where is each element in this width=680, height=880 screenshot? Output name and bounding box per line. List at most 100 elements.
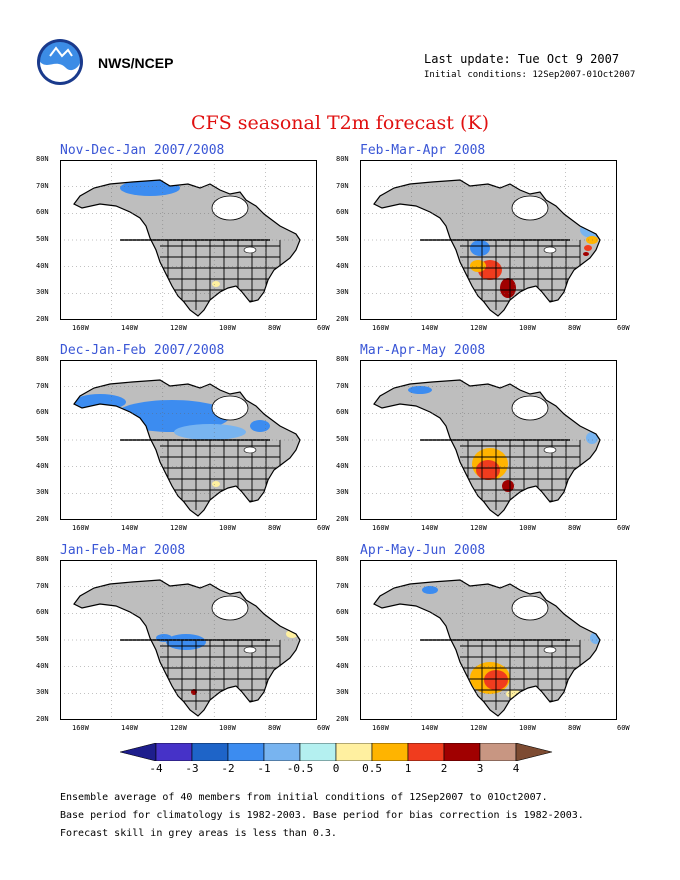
lat-tick-label: 40N xyxy=(336,461,349,470)
colorbar-swatch xyxy=(335,743,373,761)
lat-tick-label: 80N xyxy=(36,355,49,363)
lat-tick-label: 50N xyxy=(36,235,49,243)
colorbar-label: 2 xyxy=(440,762,448,775)
lat-tick-label: 60N xyxy=(36,608,49,617)
lat-tick-label: 60N xyxy=(336,608,349,617)
lon-tick-label: 120W xyxy=(170,524,187,532)
lon-tick-label: 100W xyxy=(519,524,536,532)
forecast-map xyxy=(60,160,317,320)
panel-title: Feb-Mar-Apr 2008 xyxy=(360,143,486,158)
colorbar-swatch xyxy=(120,743,157,761)
colorbar-label: -2 xyxy=(221,762,235,775)
lon-tick-label: 140W xyxy=(421,324,438,332)
page-title: CFS seasonal T2m forecast (K) xyxy=(191,112,489,134)
colorbar-swatch xyxy=(155,743,193,761)
lat-tick-label: 20N xyxy=(36,715,49,723)
lat-tick-label: 80N xyxy=(36,555,49,563)
colorbar-label: -3 xyxy=(185,762,199,775)
panel-title: Apr-May-Jun 2008 xyxy=(360,543,486,558)
lat-tick-label: 50N xyxy=(336,635,349,643)
lon-tick-label: 80W xyxy=(268,524,281,532)
lon-tick-label: 160W xyxy=(72,524,89,532)
lon-tick-label: 100W xyxy=(519,324,536,332)
forecast-map-panel xyxy=(360,560,617,720)
lon-tick-label: 100W xyxy=(519,724,536,732)
lon-tick-label: 120W xyxy=(470,324,487,332)
colorbar-label: 4 xyxy=(512,762,520,775)
forecast-map xyxy=(360,360,617,520)
panel-title: Mar-Apr-May 2008 xyxy=(360,343,486,358)
lat-tick-label: 50N xyxy=(336,435,349,443)
lon-tick-label: 120W xyxy=(470,524,487,532)
forecast-map xyxy=(360,160,617,320)
colorbar-label: -1 xyxy=(257,762,271,775)
lon-tick-label: 120W xyxy=(170,724,187,732)
lat-tick-label: 40N xyxy=(36,661,49,670)
lat-tick-label: 40N xyxy=(36,261,49,270)
forecast-map xyxy=(360,560,617,720)
lat-tick-label: 70N xyxy=(336,381,349,390)
colorbar-swatch xyxy=(407,743,445,761)
last-update: Last update: Tue Oct 9 2007 xyxy=(424,52,620,66)
colorbar-swatch xyxy=(371,743,409,761)
lon-tick-label: 60W xyxy=(617,724,630,732)
colorbar-swatch xyxy=(263,743,301,761)
noaa-logo xyxy=(37,39,83,85)
lat-tick-label: 50N xyxy=(36,435,49,443)
lon-tick-label: 160W xyxy=(72,724,89,732)
forecast-map-panel xyxy=(360,360,617,520)
forecast-map-panel xyxy=(60,360,317,520)
forecast-map-panel xyxy=(360,160,617,320)
lat-tick-label: 30N xyxy=(36,488,49,497)
lat-tick-label: 30N xyxy=(336,288,349,297)
lon-tick-label: 60W xyxy=(617,524,630,532)
lat-tick-label: 70N xyxy=(336,581,349,590)
forecast-map-panel xyxy=(60,560,317,720)
lon-tick-label: 140W xyxy=(121,524,138,532)
colorbar-swatch xyxy=(443,743,481,761)
footnote: Forecast skill in grey areas is less tha… xyxy=(60,828,337,839)
lon-tick-label: 160W xyxy=(72,324,89,332)
colorbar-swatch xyxy=(479,743,517,761)
footnote: Ensemble average of 40 members from init… xyxy=(60,792,548,803)
lat-tick-label: 20N xyxy=(36,315,49,323)
lon-tick-label: 100W xyxy=(219,524,236,532)
lat-tick-label: 30N xyxy=(336,488,349,497)
lon-tick-label: 140W xyxy=(121,324,138,332)
lat-tick-label: 80N xyxy=(336,355,349,363)
lat-tick-label: 40N xyxy=(36,461,49,470)
lat-tick-label: 20N xyxy=(336,515,349,523)
lat-tick-label: 70N xyxy=(36,581,49,590)
lon-tick-label: 80W xyxy=(268,324,281,332)
lon-tick-label: 80W xyxy=(568,524,581,532)
lat-tick-label: 60N xyxy=(36,208,49,217)
colorbar-label: 0.5 xyxy=(362,762,382,775)
colorbar-swatch xyxy=(299,743,337,761)
forecast-map xyxy=(60,360,317,520)
lat-tick-label: 20N xyxy=(336,315,349,323)
lon-tick-label: 100W xyxy=(219,324,236,332)
lon-tick-label: 60W xyxy=(317,524,330,532)
lon-tick-label: 60W xyxy=(317,324,330,332)
panel-title: Dec-Jan-Feb 2007/2008 xyxy=(60,343,225,358)
lon-tick-label: 100W xyxy=(219,724,236,732)
lon-tick-label: 140W xyxy=(421,724,438,732)
lon-tick-label: 160W xyxy=(372,324,389,332)
colorbar-swatch xyxy=(191,743,229,761)
lon-tick-label: 80W xyxy=(568,324,581,332)
lon-tick-label: 140W xyxy=(421,524,438,532)
lon-tick-label: 160W xyxy=(372,724,389,732)
lon-tick-label: 140W xyxy=(121,724,138,732)
agency-label: NWS/NCEP xyxy=(98,55,174,71)
colorbar-swatch xyxy=(227,743,265,761)
lat-tick-label: 40N xyxy=(336,661,349,670)
colorbar-label: -4 xyxy=(149,762,163,775)
colorbar-label: 0 xyxy=(332,762,340,775)
lat-tick-label: 30N xyxy=(336,688,349,697)
lat-tick-label: 60N xyxy=(36,408,49,417)
lat-tick-label: 30N xyxy=(36,288,49,297)
lat-tick-label: 20N xyxy=(336,715,349,723)
lat-tick-label: 50N xyxy=(36,635,49,643)
panel-title: Nov-Dec-Jan 2007/2008 xyxy=(60,143,225,158)
lon-tick-label: 60W xyxy=(617,324,630,332)
